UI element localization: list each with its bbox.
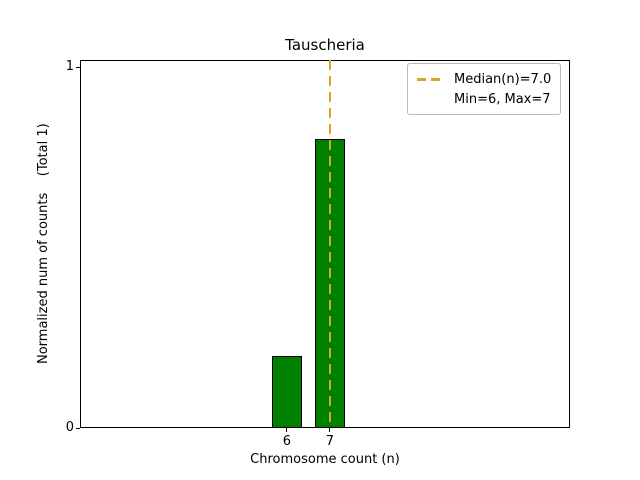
y-tick-mark-1 <box>76 66 80 68</box>
legend: Median(n)=7.0 Min=6, Max=7 <box>407 63 562 115</box>
legend-label-minmax: Min=6, Max=7 <box>454 91 551 107</box>
y-tick-label-0: 0 <box>65 420 74 435</box>
x-tick-label-7: 7 <box>325 434 335 449</box>
chart-title: Tauscheria <box>285 36 365 54</box>
legend-item-median: Median(n)=7.0 <box>417 69 551 89</box>
y-tick-label-1: 1 <box>65 59 74 75</box>
bar-6 <box>271 355 302 428</box>
legend-item-minmax: Min=6, Max=7 <box>417 89 551 109</box>
median-line <box>328 60 331 428</box>
x-axis-label: Chromosome count (n) <box>250 452 400 467</box>
x-tick-mark-6 <box>286 428 288 432</box>
median-dashed-line-sample <box>417 77 445 81</box>
legend-label-median: Median(n)=7.0 <box>454 71 552 87</box>
empty-legend-sample <box>417 98 445 101</box>
y-tick-mark-0 <box>76 427 80 429</box>
x-tick-label-6: 6 <box>282 434 292 449</box>
y-axis-label: Normalized num of counts (Total 1) <box>36 123 51 365</box>
x-tick-mark-7 <box>329 428 331 432</box>
